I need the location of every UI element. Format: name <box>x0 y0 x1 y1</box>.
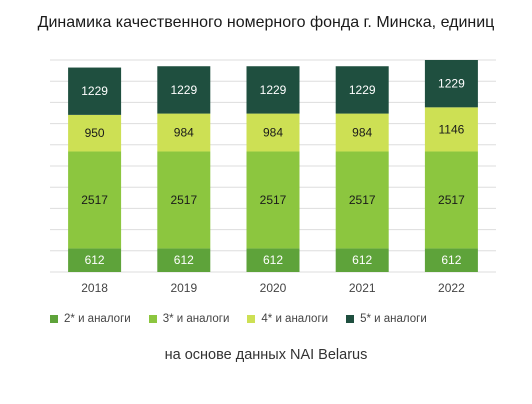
bar-segment <box>335 248 389 272</box>
bar-segment <box>157 113 211 152</box>
data-label: 612 <box>441 253 461 267</box>
bar-segment <box>246 151 300 249</box>
bar-segment <box>157 151 211 249</box>
data-label: 1146 <box>438 122 464 136</box>
legend-item: 5* и аналоги <box>346 313 427 325</box>
legend-item: 3* и аналоги <box>148 313 230 325</box>
bar-segment <box>246 113 300 152</box>
data-labels: 612 2517 950 1229 612 2517 984 1229 612 2517 984 12… <box>81 77 465 268</box>
data-label: 984 <box>263 126 283 140</box>
legend-label: 3* и аналоги <box>162 313 230 325</box>
bar-segment <box>68 248 122 272</box>
data-label: 984 <box>174 126 194 140</box>
bar-segment <box>424 248 478 272</box>
bar-segment <box>246 248 300 272</box>
data-label: 2517 <box>170 193 197 207</box>
data-label: 2517 <box>349 193 376 207</box>
legend: 2* и аналоги 3* и аналоги 4* и аналоги 5* и… <box>50 313 427 325</box>
legend-swatch <box>50 315 58 323</box>
data-label: 2517 <box>438 193 465 207</box>
bar-segment <box>424 107 478 152</box>
bar-segment <box>157 248 211 272</box>
data-label: 612 <box>174 253 194 267</box>
x-tick-label: 2022 <box>438 281 465 295</box>
source-note: на основе данных NAI Belarus <box>164 347 368 363</box>
bars <box>68 60 478 272</box>
legend-swatch <box>247 315 256 323</box>
bar-segment <box>246 66 300 114</box>
legend-item: 2* и аналоги <box>50 313 131 325</box>
data-label: 612 <box>352 253 372 267</box>
x-tick-label: 2018 <box>81 281 108 295</box>
data-label: 1229 <box>81 84 108 98</box>
data-label: 612 <box>263 253 283 267</box>
bar-segment <box>68 151 122 249</box>
legend-label: 2* и аналоги <box>64 313 131 325</box>
data-label: 2517 <box>81 193 108 207</box>
legend-label: 5* и аналоги <box>360 313 427 325</box>
bar-segment <box>68 67 122 115</box>
data-label: 950 <box>85 126 105 140</box>
bar-segment <box>424 60 478 108</box>
data-label: 612 <box>85 253 105 267</box>
x-tick-label: 2019 <box>170 281 197 295</box>
bar-segment <box>68 114 122 152</box>
legend-swatch <box>346 315 355 323</box>
data-label: 1229 <box>349 83 376 97</box>
bar-segment <box>335 66 389 114</box>
data-label: 2517 <box>260 193 287 207</box>
legend-label: 4* и аналоги <box>261 313 329 325</box>
data-label: 1229 <box>170 83 197 97</box>
x-tick-label: 2020 <box>260 281 287 295</box>
x-tick-label: 2021 <box>349 281 376 295</box>
bar-segment <box>335 151 389 249</box>
bar-segment <box>335 113 389 152</box>
legend-item: 4* и аналоги <box>247 313 328 325</box>
data-label: 984 <box>352 126 372 140</box>
legend-swatch <box>148 315 157 323</box>
data-label: 1229 <box>260 83 287 97</box>
data-label: 1229 <box>438 77 465 91</box>
bar-segment <box>157 66 211 114</box>
chart-title: Динамика качественного номерного фонда г… <box>37 14 495 31</box>
x-axis: 2018 2019 2020 2021 2022 <box>81 281 465 295</box>
bar-segment <box>424 151 478 249</box>
